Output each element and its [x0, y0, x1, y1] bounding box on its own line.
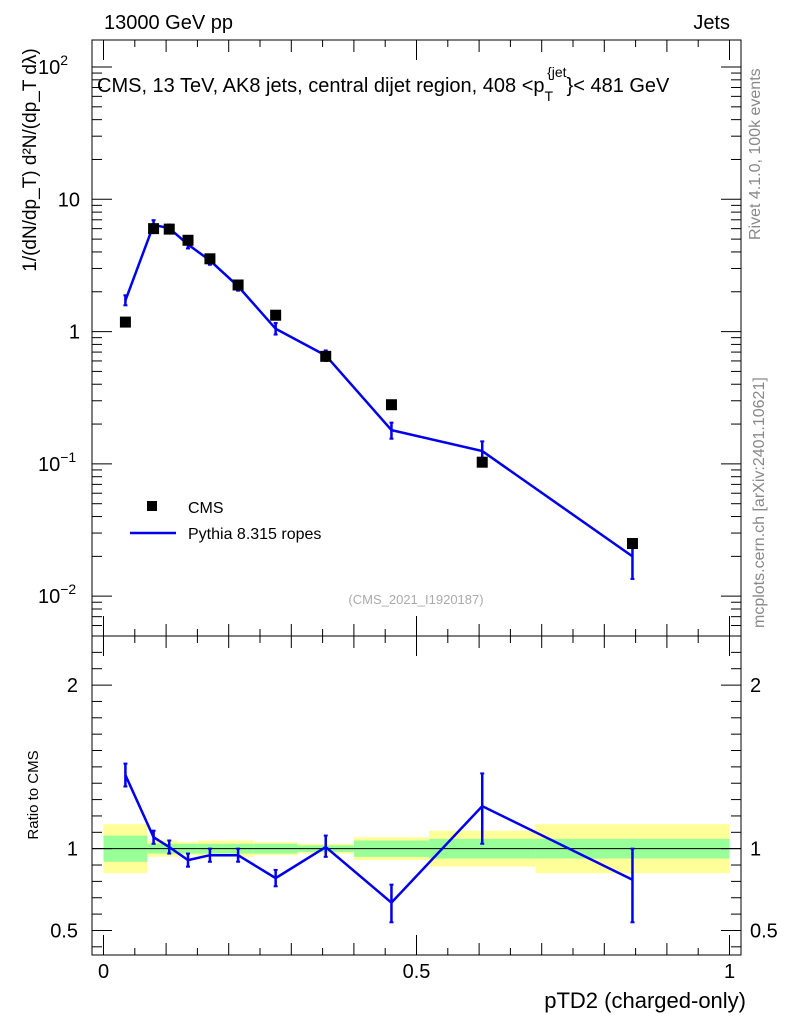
- ratio-x-tick-label: 0.5: [403, 961, 431, 983]
- cms-data-point: [204, 253, 216, 265]
- y-axis-label-ratio: Ratio to CMS: [25, 750, 42, 839]
- ratio-x-tick-label: 1: [724, 961, 735, 983]
- chart-title-tail: }< 481 GeV: [567, 75, 671, 97]
- legend: CMS Pythia 8.315 ropes: [130, 500, 321, 543]
- ratio-plot-frame: [91, 635, 742, 956]
- main-y-tick-label: 10: [58, 189, 80, 211]
- cms-data-point: [320, 350, 332, 362]
- main-y-tick-label: 10−1: [38, 449, 76, 476]
- mcplots-label: mcplots.cern.ch [arXiv:2401.10621]: [751, 377, 768, 628]
- category-label: Jets: [693, 12, 730, 34]
- ratio-y-tick-label: 0.5: [50, 920, 78, 942]
- cms-data-point: [232, 279, 244, 291]
- main-y-tick-label: 102: [38, 52, 68, 79]
- ratio-y-tick-label-right: 2: [750, 675, 761, 697]
- main-y-tick-label: 1: [69, 322, 80, 344]
- cms-data-point: [163, 223, 175, 235]
- energy-label: 13000 GeV pp: [104, 12, 233, 34]
- chart-title: CMS, 13 TeV, AK8 jets, central dijet reg…: [97, 64, 670, 104]
- cms-data-point: [119, 316, 131, 328]
- chart-title-sup: {jet: [547, 64, 567, 80]
- cms-data-point: [626, 538, 638, 550]
- chart-title-main: CMS, 13 TeV, AK8 jets, central dijet reg…: [97, 75, 545, 97]
- ratio-x-tick-label: 0: [98, 961, 109, 983]
- legend-marker-cms: [147, 501, 157, 511]
- legend-label-cms: CMS: [188, 500, 224, 517]
- cms-data-point: [385, 399, 397, 411]
- cms-data-point: [476, 456, 488, 468]
- main-plot-frame: [91, 39, 742, 637]
- y-axis-label-main: 1/(dN/dp_T) d²N/(dp_T dλ): [20, 48, 41, 272]
- analysis-watermark: (CMS_2021_I1920187): [348, 592, 483, 607]
- cms-data-point: [148, 223, 160, 235]
- rivet-version-label: Rivet 4.1.0, 100k events: [747, 68, 764, 240]
- ratio-y-tick-label-right: 1: [750, 839, 761, 861]
- ratio-y-tick-label: 2: [67, 675, 78, 697]
- x-axis-label: pTD2 (charged-only): [544, 988, 746, 1013]
- chart-title-sub: T: [545, 88, 554, 104]
- legend-label-pythia: Pythia 8.315 ropes: [188, 526, 321, 543]
- ratio-y-tick-label-right: 0.5: [750, 920, 778, 942]
- cms-data-point: [270, 309, 282, 321]
- ratio-y-tick-label: 1: [67, 839, 78, 861]
- cms-data-point: [182, 234, 194, 246]
- main-y-tick-label: 10−2: [38, 581, 76, 608]
